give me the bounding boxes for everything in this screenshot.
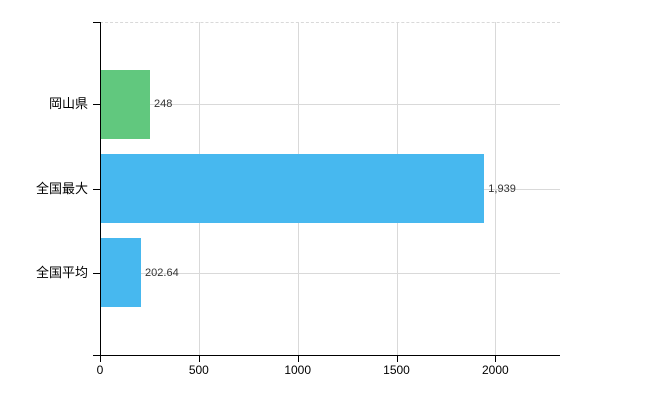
x-tick-label: 2000 xyxy=(481,363,509,377)
x-tick-label: 1000 xyxy=(284,363,312,377)
y-axis-line xyxy=(100,22,101,355)
x-tick xyxy=(100,356,101,362)
y-tick xyxy=(93,272,100,274)
category-label: 全国最大 xyxy=(35,180,88,196)
y-tick xyxy=(93,104,100,106)
x-tick xyxy=(396,356,398,362)
bar-1 xyxy=(101,154,485,223)
x-tick-label: 0 xyxy=(96,363,104,377)
y-tick-top xyxy=(93,22,100,23)
gridline-horizontal xyxy=(100,272,560,274)
x-tick xyxy=(297,356,299,362)
gridline-horizontal xyxy=(100,104,560,106)
value-label: 202.64 xyxy=(145,266,179,279)
x-tick xyxy=(198,356,200,362)
x-tick-label: 500 xyxy=(188,363,209,377)
bar-0 xyxy=(101,69,151,139)
category-label: 岡山県 xyxy=(48,96,88,112)
x-axis-line xyxy=(93,355,560,356)
value-label: 248 xyxy=(154,98,173,111)
x-tick-label: 1500 xyxy=(383,363,410,377)
value-label: 1,939 xyxy=(488,182,516,195)
category-label: 全国平均 xyxy=(35,264,88,280)
x-tick xyxy=(495,356,497,362)
bar-2 xyxy=(101,238,142,308)
y-tick xyxy=(93,188,100,190)
gridline-top xyxy=(100,22,560,23)
